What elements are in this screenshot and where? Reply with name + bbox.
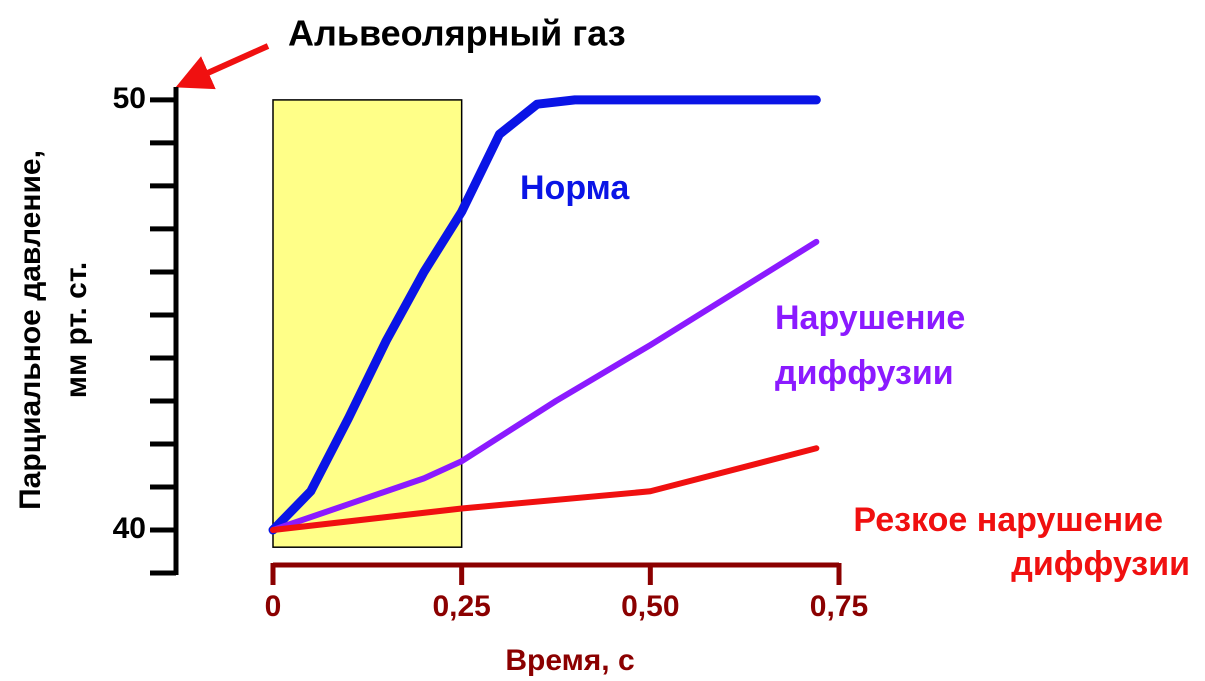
x-tick-label: 0	[265, 590, 282, 623]
series-label: Норма	[520, 169, 630, 207]
series-line	[270, 445, 820, 533]
x-axis-label: Время, с	[505, 644, 634, 677]
y-tick-label: 40	[113, 512, 146, 545]
y-axis-label: Парциальное давление,	[14, 150, 47, 510]
series-line	[270, 238, 820, 533]
series-label: Резкое нарушение диффузии	[853, 501, 1190, 583]
y-axis-label: мм рт. ст.	[60, 262, 93, 398]
series-line	[268, 95, 821, 535]
series-label: Нарушение диффузии	[775, 299, 965, 392]
x-tick-label: 0,75	[810, 590, 868, 623]
x-tick-label: 0,50	[621, 590, 679, 623]
x-tick-label: 0,25	[432, 590, 490, 623]
title-arrow	[175, 43, 270, 90]
y-tick-label: 50	[113, 82, 146, 115]
chart-title: Альвеолярный газ	[288, 13, 626, 54]
shaded-region	[272, 99, 463, 548]
